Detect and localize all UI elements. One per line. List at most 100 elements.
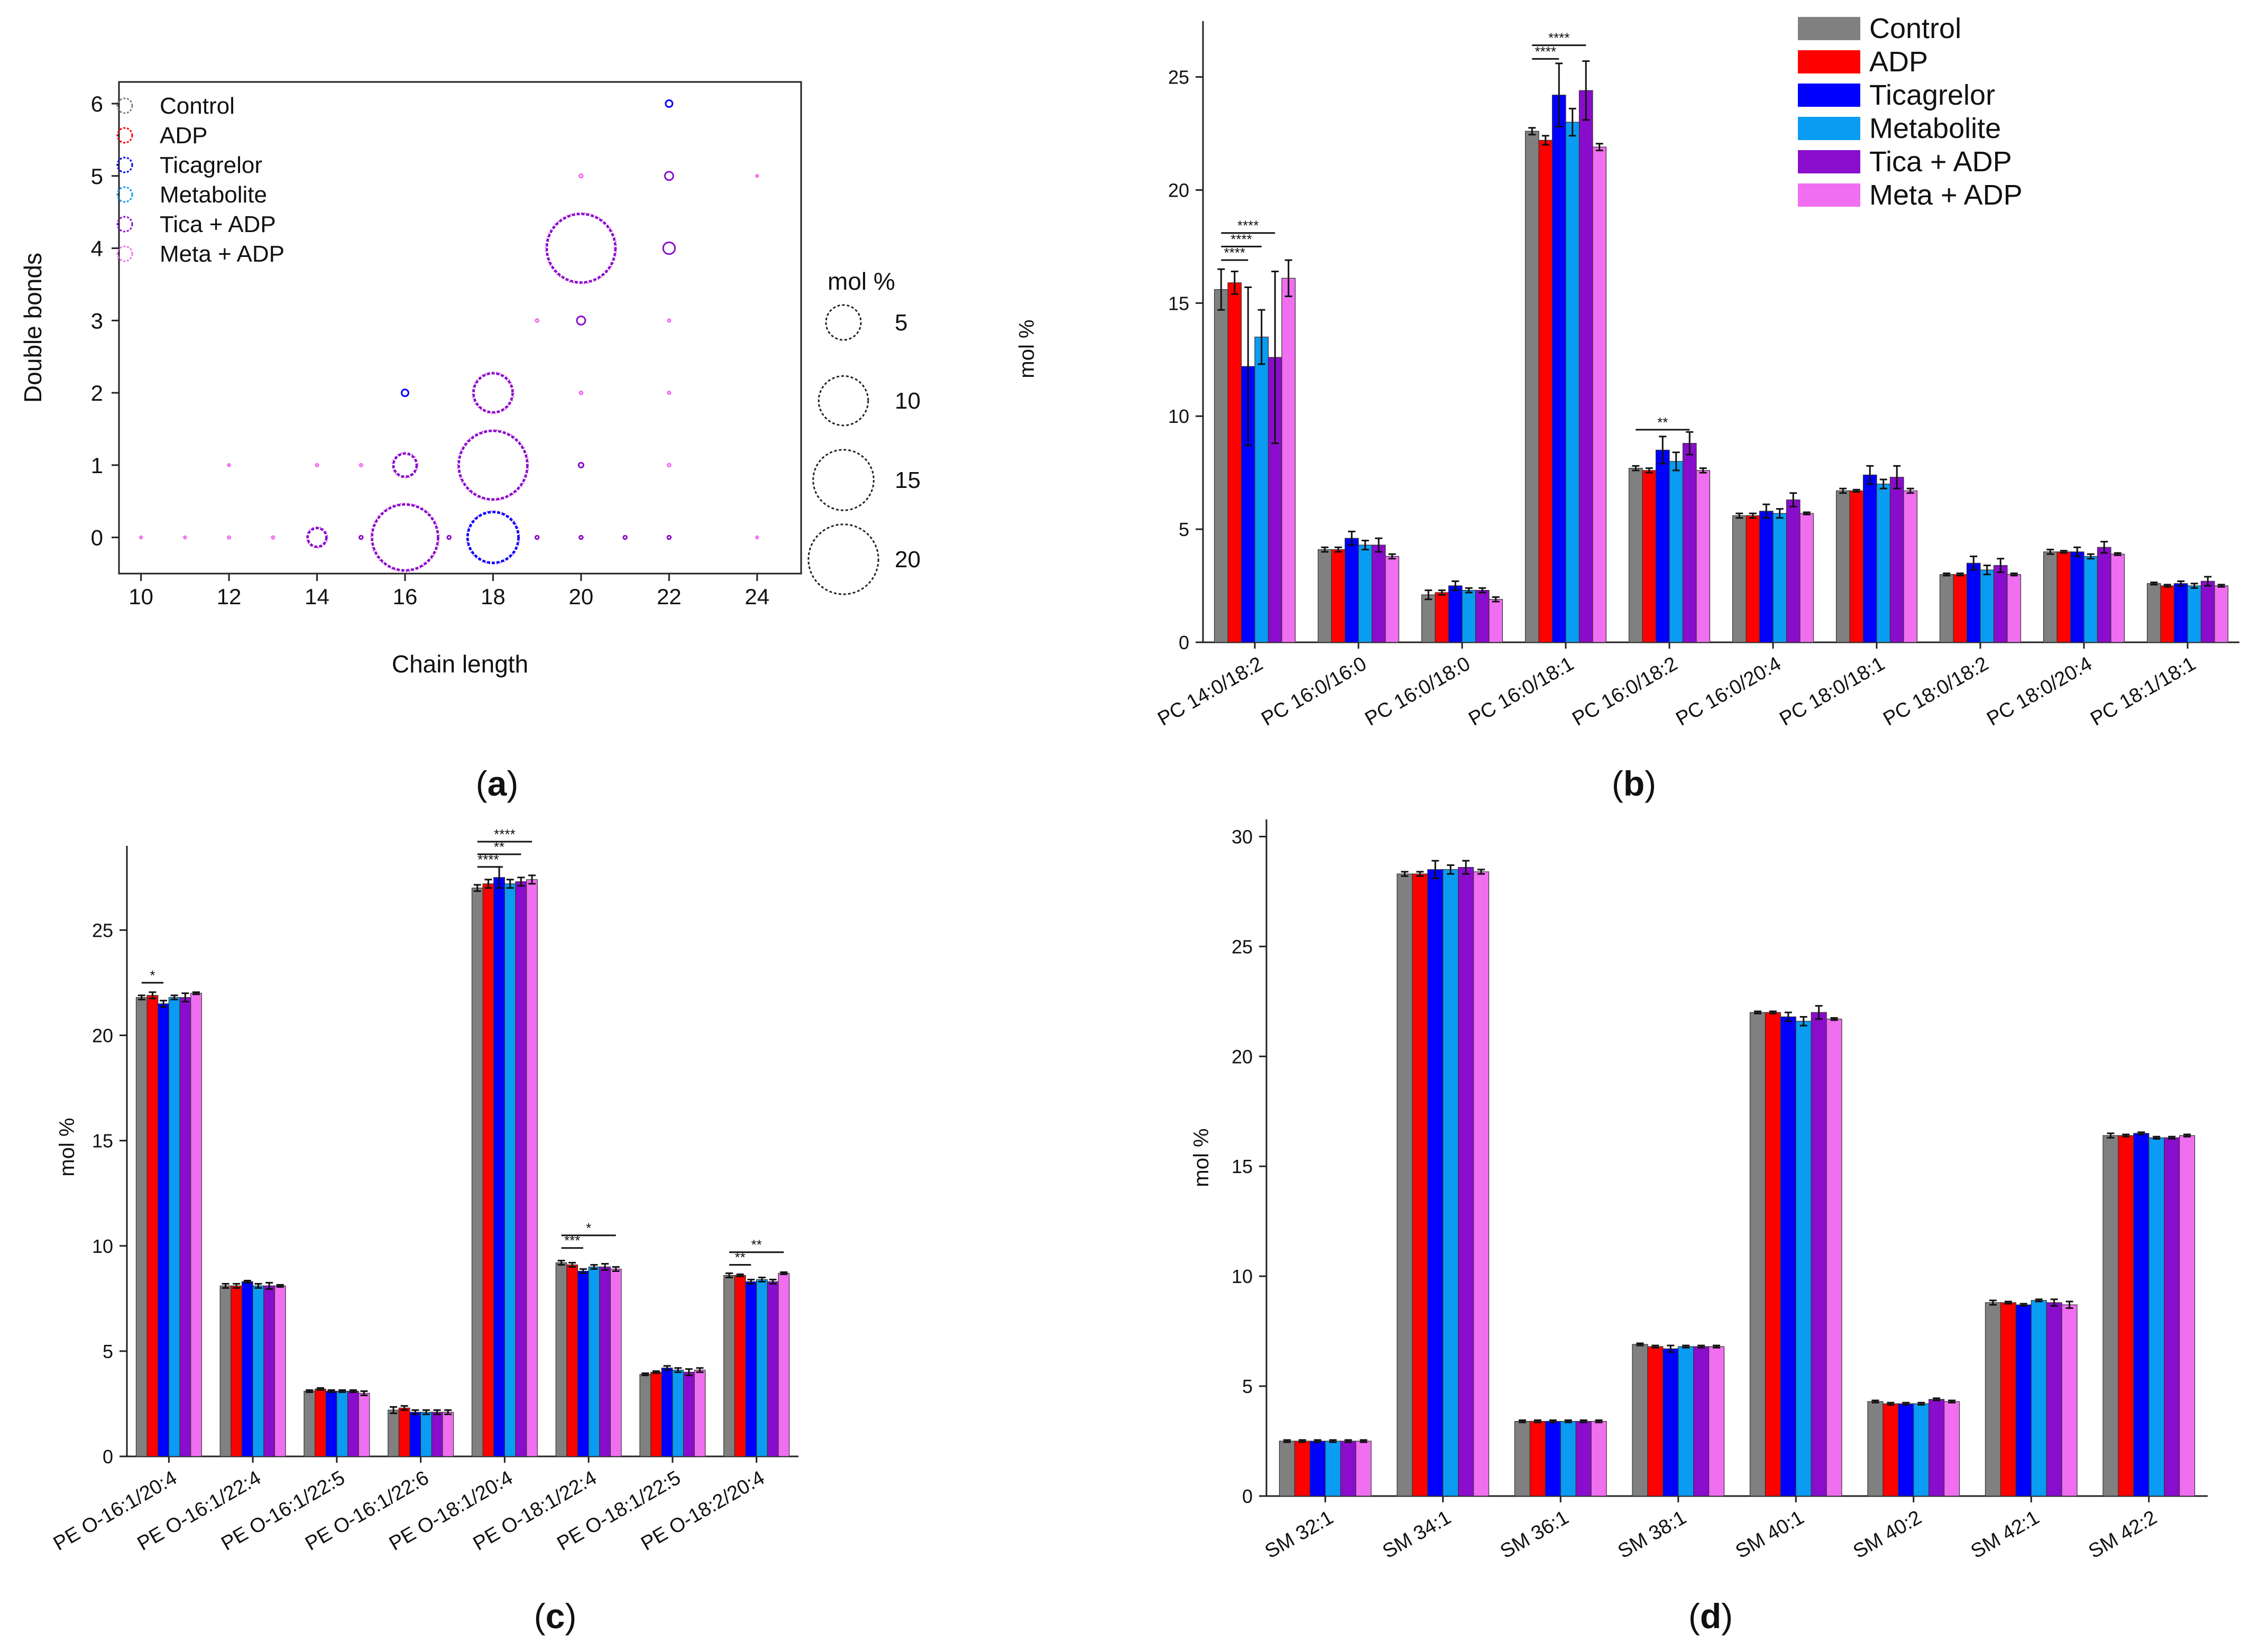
legend-swatch — [1798, 17, 1860, 40]
bar — [388, 1409, 399, 1457]
bar — [526, 879, 538, 1457]
bar — [1412, 873, 1428, 1497]
bar — [482, 883, 494, 1457]
bar — [639, 1374, 651, 1457]
bar — [1882, 1403, 1899, 1497]
bar — [2160, 585, 2175, 643]
bar — [1889, 477, 1904, 643]
bar — [1647, 1346, 1664, 1497]
legend-label: Metabolite — [1869, 113, 2001, 144]
bar — [231, 1285, 243, 1457]
bar — [555, 1262, 567, 1457]
bar — [1678, 1346, 1694, 1497]
bar — [1903, 490, 1918, 643]
bar — [1795, 1021, 1812, 1497]
bar — [650, 1372, 662, 1457]
y-tick-label: 15 — [92, 1130, 113, 1152]
bar — [1371, 544, 1386, 643]
bubble-small — [578, 534, 584, 540]
bar — [2046, 1302, 2062, 1497]
bar — [1254, 336, 1269, 643]
size-legend-label: 10 — [895, 388, 921, 414]
bar — [1985, 1302, 2001, 1497]
bar — [1358, 544, 1373, 643]
panel-letter-d-text: d — [1700, 1596, 1721, 1636]
bar — [263, 1285, 275, 1457]
size-legend-circle — [812, 449, 875, 511]
bar — [734, 1275, 746, 1457]
bubble-small — [535, 318, 540, 323]
significance-label: ** — [494, 839, 504, 855]
bubble-small — [578, 390, 584, 395]
bubble-small — [665, 99, 674, 108]
bar — [1862, 474, 1877, 643]
bar — [2164, 1137, 2180, 1497]
bar — [2031, 1300, 2047, 1497]
bar — [1849, 490, 1864, 643]
bar — [2146, 583, 2161, 643]
panel-d-y-axis-label: mol % — [1190, 1128, 1213, 1187]
bar — [1693, 1346, 1710, 1497]
y-tick-label: 15 — [1232, 1156, 1253, 1177]
bar — [1709, 1346, 1725, 1497]
bar — [1560, 1421, 1576, 1497]
bar — [1427, 869, 1444, 1497]
significance-label: ** — [751, 1237, 762, 1253]
bar — [2214, 585, 2229, 643]
x-tick-label: PC 18:0/20:4 — [1983, 652, 2096, 730]
bar — [2173, 583, 2188, 643]
significance-label: **** — [1230, 231, 1252, 247]
bar — [431, 1411, 443, 1457]
size-legend-title: mol % — [828, 267, 895, 295]
bubble-small — [666, 463, 672, 468]
y-tick-label: 20 — [1232, 1046, 1253, 1067]
bubble — [466, 511, 520, 564]
bar — [1281, 278, 1296, 643]
legend-swatch — [1798, 84, 1860, 107]
x-tick-label: 18 — [481, 584, 506, 609]
y-tick-label: 5 — [1179, 519, 1189, 540]
significance-label: **** — [1224, 245, 1245, 261]
bar — [1355, 1441, 1372, 1497]
bar — [1545, 1421, 1561, 1497]
bar — [1575, 1421, 1592, 1497]
bar — [1799, 513, 1814, 643]
legend-swatch — [1798, 150, 1860, 173]
y-tick-label: 30 — [1232, 826, 1253, 847]
panel-a-bubbles — [139, 99, 759, 573]
bar — [683, 1372, 695, 1457]
bar — [1317, 549, 1332, 643]
panel-letter-a: (a) — [476, 764, 519, 803]
bar — [1826, 1019, 1842, 1497]
bar — [723, 1275, 735, 1457]
bar — [588, 1266, 600, 1457]
bar — [2148, 1137, 2165, 1497]
bar — [252, 1285, 264, 1457]
bar — [2056, 551, 2071, 643]
significance-label: **** — [1237, 218, 1259, 234]
bar — [1397, 873, 1413, 1497]
bar — [1655, 449, 1670, 643]
bubble-small — [667, 318, 672, 323]
bar — [515, 881, 527, 1457]
bar — [1953, 574, 1968, 643]
bubble-small — [139, 535, 143, 540]
x-tick-label: SM 32:1 — [1261, 1506, 1337, 1563]
bar — [1746, 515, 1760, 643]
significance-label: ** — [735, 1250, 746, 1266]
bar — [336, 1390, 348, 1457]
bubble-small — [183, 535, 187, 540]
bar — [1538, 140, 1553, 643]
x-tick-label: PC 16:0/18:0 — [1361, 652, 1474, 730]
size-legend-label: 15 — [895, 467, 921, 493]
bar — [1980, 569, 1995, 643]
bar — [304, 1390, 316, 1457]
bubble — [545, 213, 617, 284]
panel-a-size-legend: mol % 5 10 15 20 — [807, 267, 921, 595]
bubble-small — [315, 463, 319, 467]
bar — [2102, 1135, 2119, 1497]
bar — [1514, 1421, 1531, 1497]
